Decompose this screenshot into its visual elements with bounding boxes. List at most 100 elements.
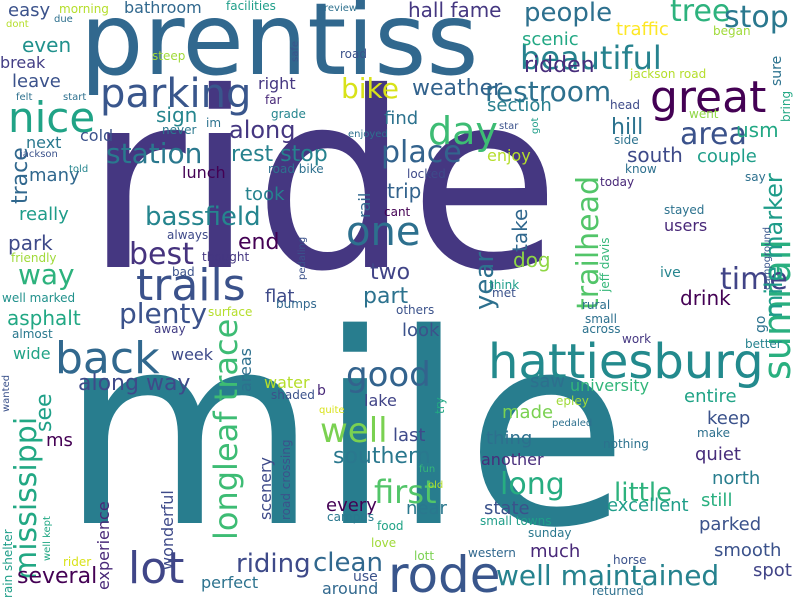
word-use: use (353, 569, 378, 585)
word-really: really (19, 204, 69, 225)
word-part: part (363, 284, 409, 309)
word-look: look (402, 320, 440, 341)
word-shaded: shaded (271, 388, 315, 402)
word-bike: bike (341, 72, 399, 105)
word-university: university (570, 376, 650, 395)
word-went: went (689, 107, 719, 121)
word-food: food (377, 519, 404, 533)
word-flat: flat (265, 286, 295, 307)
word-quiet: quiet (695, 444, 741, 465)
word-bathroom: bathroom (124, 0, 202, 17)
word-away: away (154, 322, 186, 336)
word-nice: nice (8, 93, 96, 142)
word-long: long (500, 467, 565, 502)
word-end: end (238, 230, 280, 255)
word-areas: areas (236, 347, 255, 392)
word-campus: campus (327, 510, 375, 524)
word-well-kept: well kept (42, 516, 53, 561)
word-felt: felt (16, 92, 33, 103)
word-old: old (428, 480, 444, 491)
word-along-way: along way (78, 371, 191, 396)
word-break: break (0, 53, 46, 72)
word-began: began (713, 24, 751, 38)
word-today: today (600, 175, 635, 189)
word-clean: clean (313, 548, 383, 578)
word-best: best (129, 237, 194, 272)
word-mile: mile (60, 278, 629, 586)
word-many: many (29, 165, 80, 186)
word-campground: campground (762, 226, 773, 290)
word-users: users (664, 216, 708, 235)
word-grade: grade (271, 107, 306, 121)
word-met: met (492, 286, 516, 300)
word-good: good (346, 355, 431, 395)
word-bassfield: bassfield (145, 202, 261, 232)
word-got: got (530, 117, 541, 134)
word-told: told (69, 164, 89, 175)
word-parked: parked (699, 514, 762, 535)
word-southern: southern (333, 444, 431, 469)
word-pedaling: pedaling (297, 236, 308, 280)
word-usm: usm (736, 118, 779, 142)
word-jackson: jackson (20, 149, 58, 160)
word-almost: almost (12, 327, 53, 341)
word-spot: spot (753, 560, 792, 581)
word-around: around (322, 579, 379, 598)
word-hall-fame: hall fame (408, 0, 502, 22)
word-excellent: excellent (607, 495, 689, 516)
word-returned: returned (592, 584, 644, 598)
word-little: little (614, 478, 673, 508)
word-weather: weather (412, 76, 503, 101)
word-find: find (384, 108, 419, 129)
word-take: take (508, 208, 532, 252)
word-b: b (317, 383, 326, 399)
word-fun: fun (419, 464, 436, 475)
word-section: section (487, 95, 552, 116)
word-sign: sign (156, 103, 198, 127)
word-surface: surface (208, 305, 253, 319)
word-jeff-davis: jeff davis (598, 237, 612, 292)
word-star: star (499, 121, 519, 132)
word-start: start (63, 92, 87, 103)
word-back: back (55, 333, 160, 384)
word-cold: cold (80, 126, 114, 145)
word-keep: keep (707, 408, 751, 429)
word-think: think (489, 278, 520, 292)
word-cant: cant (384, 205, 411, 219)
word-right: right (258, 74, 296, 93)
word-try: try (433, 397, 447, 414)
word-head: head (610, 98, 640, 112)
word-trails: trails (136, 260, 246, 311)
word-rest-stop: rest stop (231, 142, 328, 167)
word-review: review (324, 3, 358, 14)
word-much: much (530, 541, 581, 562)
word-state: state (484, 498, 530, 519)
word-last: last (393, 425, 426, 446)
word-parking: parking (100, 71, 252, 117)
word-took: took (245, 184, 285, 205)
word-well: well (320, 411, 388, 451)
word-facilities: facilities (226, 0, 276, 13)
word-thing: thing (486, 428, 533, 449)
word-horse: horse (613, 553, 647, 567)
word-restroom: restroom (485, 75, 612, 108)
word-bring: bring (779, 90, 793, 122)
word-south: south (627, 143, 683, 167)
word-well-marked: well marked (2, 291, 76, 305)
word-made: made (502, 402, 554, 423)
word-week: week (171, 345, 214, 364)
word-dont: dont (6, 19, 29, 30)
word-bad: bad (172, 265, 195, 279)
word-road: road (340, 47, 367, 61)
word-always: always (167, 228, 209, 242)
word-lot: lot (128, 543, 185, 594)
word-station: station (106, 137, 203, 170)
word-ive: ive (660, 265, 681, 281)
word-small: small (585, 312, 617, 326)
word-beautiful: beautiful (520, 39, 662, 77)
word-time: time (720, 262, 788, 297)
word-rider: rider (63, 555, 92, 569)
word-work: work (622, 332, 652, 346)
word-asphalt: asphalt (7, 306, 81, 330)
word-due: due (54, 14, 73, 25)
